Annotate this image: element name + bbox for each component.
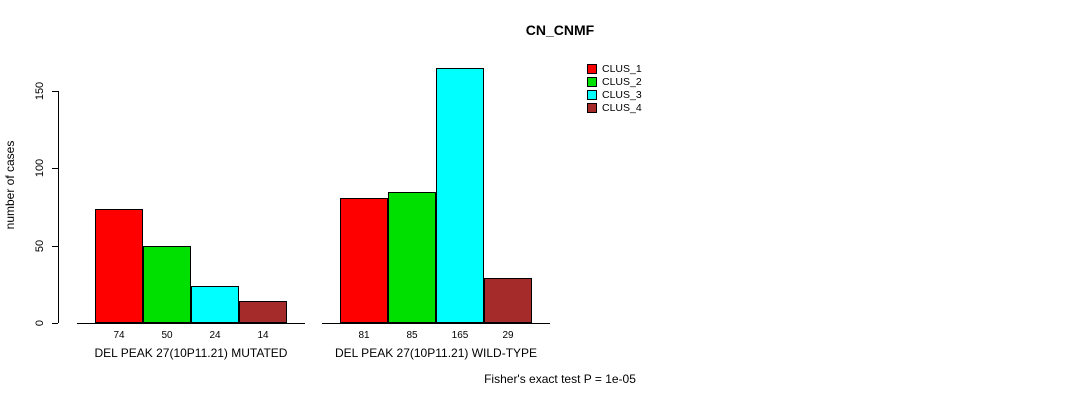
y-tick-mark bbox=[52, 245, 58, 247]
bar-value-label: 165 bbox=[451, 330, 469, 341]
bar bbox=[436, 68, 484, 323]
legend-item: CLUS_1 bbox=[587, 62, 642, 75]
annotation-text: Fisher's exact test P = 1e-05 bbox=[484, 372, 636, 386]
bar-value-label: 29 bbox=[502, 330, 514, 341]
legend-swatch bbox=[587, 63, 597, 74]
bar-value-label: 24 bbox=[209, 330, 221, 341]
group-label: DEL PEAK 27(10P11.21) MUTATED bbox=[94, 346, 288, 360]
chart-title: CN_CNMF bbox=[525, 22, 595, 38]
legend-item: CLUS_4 bbox=[587, 101, 642, 114]
bar bbox=[484, 278, 532, 323]
bar bbox=[239, 301, 287, 323]
legend-swatch bbox=[587, 89, 597, 100]
y-tick-mark bbox=[52, 91, 58, 92]
y-tick-label: 0 bbox=[34, 319, 46, 327]
bar bbox=[191, 286, 239, 323]
y-tick-label: 50 bbox=[34, 239, 46, 252]
legend-swatch bbox=[587, 76, 597, 87]
legend-item: CLUS_2 bbox=[587, 75, 642, 88]
y-tick-label: 150 bbox=[34, 81, 46, 101]
bar bbox=[95, 209, 143, 323]
bar-value-label: 50 bbox=[161, 330, 173, 341]
x-axis-line bbox=[322, 323, 550, 324]
legend-swatch bbox=[587, 102, 597, 113]
bar bbox=[143, 246, 191, 323]
legend: CLUS_1 CLUS_2 CLUS_3 CLUS_4 bbox=[587, 62, 642, 114]
legend-label: CLUS_2 bbox=[602, 75, 642, 88]
legend-item: CLUS_3 bbox=[587, 88, 642, 101]
y-tick-mark bbox=[52, 168, 58, 170]
bar bbox=[340, 198, 388, 323]
legend-label: CLUS_3 bbox=[602, 88, 642, 101]
bar-value-label: 81 bbox=[358, 330, 370, 341]
group-label: DEL PEAK 27(10P11.21) WILD-TYPE bbox=[334, 346, 538, 360]
legend-label: CLUS_4 bbox=[602, 101, 642, 114]
bar-value-label: 74 bbox=[113, 330, 125, 341]
bar-value-label: 85 bbox=[406, 330, 418, 341]
bar-value-label: 14 bbox=[257, 330, 269, 341]
y-axis-line bbox=[58, 91, 59, 323]
y-tick-label: 100 bbox=[34, 159, 46, 178]
y-tick-mark bbox=[52, 323, 58, 324]
legend-label: CLUS_1 bbox=[602, 62, 642, 75]
x-axis-line bbox=[77, 323, 305, 324]
bar bbox=[388, 192, 436, 323]
y-axis-label: number of cases bbox=[3, 140, 17, 230]
